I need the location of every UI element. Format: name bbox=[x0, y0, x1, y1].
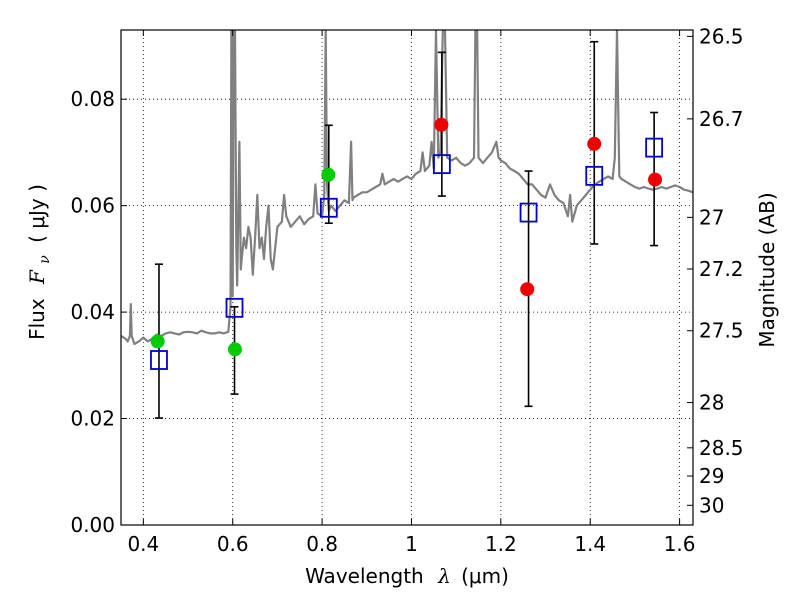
spectrum-line bbox=[121, 30, 693, 346]
model-photometry-square bbox=[432, 154, 451, 175]
x-tick-label: 1.4 bbox=[574, 532, 606, 556]
magnitude-axis-ticks: 26.5 26.7 27 27.2 27.5 28 28.5 29 30 bbox=[687, 24, 744, 517]
plot-area bbox=[121, 30, 693, 346]
plot-frame bbox=[120, 29, 694, 526]
y-axis-label-prefix: Flux bbox=[25, 298, 49, 340]
x-tick-label: 1.2 bbox=[485, 532, 517, 556]
model-photometry-square bbox=[319, 197, 338, 218]
x-tick-label: 1 bbox=[405, 532, 418, 556]
model-photometry-square bbox=[225, 297, 244, 318]
y-tick-label: 0.00 bbox=[70, 513, 115, 537]
x-axis-unit: (μm) bbox=[461, 564, 509, 588]
magnitude-tick-label: 30 bbox=[699, 493, 724, 517]
observed-point bbox=[587, 136, 602, 151]
y-axis-ticks: 0.00 0.02 0.04 0.06 0.08 bbox=[70, 87, 127, 537]
y-tick-label: 0.08 bbox=[70, 87, 115, 111]
x-tick-label: 0.4 bbox=[127, 532, 159, 556]
model-photometry-square bbox=[645, 137, 664, 158]
x-tick-label: 1.6 bbox=[664, 532, 696, 556]
y-axis-subscript: ν bbox=[37, 255, 53, 264]
y-axis-label: Flux F ν ( μJy ) bbox=[25, 184, 54, 340]
observed-point bbox=[434, 117, 449, 132]
magnitude-tick-label: 27.2 bbox=[699, 257, 744, 281]
error-bars bbox=[150, 40, 664, 419]
magnitude-tick-label: 29 bbox=[699, 464, 724, 488]
x-axis-ticks: 0.4 0.6 0.8 1 1.2 1.4 1.6 bbox=[127, 30, 696, 556]
x-axis-symbol: λ bbox=[437, 564, 451, 588]
model-photometry-square bbox=[585, 165, 604, 186]
y-axis-symbol: F bbox=[25, 269, 49, 285]
y-axis-unit: ( μJy ) bbox=[25, 184, 49, 243]
x-axis-label-prefix: Wavelength bbox=[305, 564, 424, 588]
grid-lines bbox=[121, 30, 693, 525]
magnitude-tick-label: 26.5 bbox=[699, 24, 744, 48]
x-tick-label: 0.6 bbox=[217, 532, 249, 556]
magnitude-tick-label: 28 bbox=[699, 391, 724, 415]
model-photometry-square bbox=[150, 350, 168, 370]
observed-point bbox=[227, 342, 242, 357]
y-tick-label: 0.06 bbox=[70, 194, 115, 218]
y-tick-label: 0.02 bbox=[70, 407, 115, 431]
x-axis-label: Wavelength λ (μm) bbox=[305, 564, 509, 588]
observed-point bbox=[150, 334, 165, 349]
observed-point bbox=[321, 167, 336, 182]
x-tick-label: 0.8 bbox=[306, 532, 338, 556]
model-photometry-square bbox=[519, 202, 538, 223]
magnitude-tick-label: 26.7 bbox=[699, 107, 744, 131]
magnitude-tick-label: 28.5 bbox=[699, 436, 744, 460]
observed-point bbox=[648, 172, 663, 187]
y-tick-label: 0.04 bbox=[70, 300, 115, 324]
magnitude-tick-label: 27.5 bbox=[699, 319, 744, 343]
observed-point bbox=[520, 282, 535, 297]
magnitude-tick-label: 27 bbox=[699, 205, 724, 229]
right-axis-label: Magnitude (AB) bbox=[755, 192, 779, 347]
